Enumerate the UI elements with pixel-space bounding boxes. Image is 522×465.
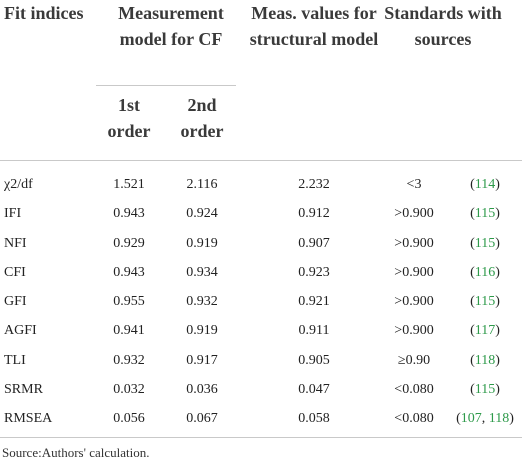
table-row: SRMR 0.032 0.036 0.047 <0.080 (115) (0, 375, 522, 404)
cell-first-order: 0.929 (113, 235, 145, 251)
cell-structural: 0.907 (298, 235, 330, 251)
cell-standard: <0.080 (394, 411, 434, 427)
cell-structural: 0.912 (298, 206, 330, 222)
table-row: RMSEA 0.056 0.067 0.058 <0.080 (107, 118) (0, 404, 522, 433)
cell-structural: 2.232 (298, 177, 330, 192)
cell-first-order: 0.941 (113, 323, 145, 339)
cell-fit-index: χ2/df (4, 177, 33, 192)
cell-structural: 0.923 (298, 264, 330, 280)
table-row: GFI 0.955 0.932 0.921 >0.900 (115) (0, 287, 522, 316)
reference-link[interactable]: 114 (474, 177, 496, 192)
cell-second-order: 0.919 (186, 323, 218, 339)
cell-fit-index: RMSEA (4, 411, 53, 427)
cell-source: (115) (470, 206, 500, 222)
cell-first-order: 0.932 (113, 352, 145, 368)
cell-source: (107, 118) (456, 411, 514, 427)
table-row: χ2/df 1.521 2.116 2.232 <3 (114) (0, 170, 522, 199)
cell-second-order: 0.067 (186, 411, 218, 427)
cell-source: (115) (470, 235, 500, 251)
cell-structural: 0.058 (298, 411, 330, 427)
reference-link[interactable]: 115 (474, 294, 496, 310)
reference-link[interactable]: 117 (474, 323, 496, 339)
cell-first-order: 0.032 (113, 382, 145, 398)
table-bottom-divider (0, 437, 522, 438)
subheader-divider (96, 85, 236, 86)
header-structural-model: Meas. values for structural model (249, 3, 379, 49)
cell-source: (115) (470, 294, 500, 310)
cell-second-order: 0.924 (186, 206, 218, 222)
reference-link[interactable]: 118 (474, 352, 496, 368)
cell-standard: >0.900 (394, 323, 434, 339)
cell-first-order: 1.521 (113, 177, 145, 192)
reference-link[interactable]: 118 (488, 411, 510, 427)
cell-source: (115) (470, 382, 500, 398)
reference-link[interactable]: 115 (474, 206, 496, 222)
header-first-order: 1st order (107, 95, 151, 141)
cell-standard: >0.900 (394, 294, 434, 310)
reference-link[interactable]: 107 (460, 411, 482, 427)
cell-fit-index: SRMR (4, 382, 43, 398)
reference-link[interactable]: 115 (474, 382, 496, 398)
cell-fit-index: NFI (4, 235, 27, 251)
table-body: χ2/df 1.521 2.116 2.232 <3 (114) IFI 0.943 0.924… (0, 170, 522, 434)
header-measurement-model: Measurement model for CF (118, 3, 224, 49)
cell-standard: <3 (406, 177, 422, 192)
cell-first-order: 0.056 (113, 411, 145, 427)
cell-source: (118) (470, 352, 500, 368)
cell-fit-index: AGFI (4, 323, 37, 339)
header-divider (0, 160, 522, 161)
table-row: IFI 0.943 0.924 0.912 >0.900 (115) (0, 199, 522, 228)
table-row: TLI 0.932 0.917 0.905 ≥0.90 (118) (0, 346, 522, 375)
cell-standard: <0.080 (394, 382, 434, 398)
cell-second-order: 0.917 (186, 352, 218, 368)
cell-structural: 0.921 (298, 294, 330, 310)
table-row: NFI 0.929 0.919 0.907 >0.900 (115) (0, 229, 522, 258)
cell-structural: 0.911 (298, 323, 330, 339)
cell-first-order: 0.955 (113, 294, 145, 310)
header-fit-indices: Fit indices (4, 3, 84, 23)
cell-fit-index: TLI (4, 352, 26, 368)
cell-second-order: 0.932 (186, 294, 218, 310)
table-row: CFI 0.943 0.934 0.923 >0.900 (116) (0, 258, 522, 287)
cell-first-order: 0.943 (113, 206, 145, 222)
reference-link[interactable]: 115 (474, 235, 496, 251)
cell-standard: >0.900 (394, 206, 434, 222)
cell-source: (117) (470, 323, 500, 339)
table-source-note: Source:Authors' calculation. (2, 445, 150, 460)
cell-second-order: 0.036 (186, 382, 218, 398)
cell-structural: 0.905 (298, 352, 330, 368)
cell-source: (114) (470, 177, 500, 192)
cell-standard: ≥0.90 (397, 352, 431, 368)
cell-source: (116) (470, 264, 500, 280)
cell-fit-index: IFI (4, 206, 22, 222)
table-row: AGFI 0.941 0.919 0.911 >0.900 (117) (0, 316, 522, 345)
cell-standard: >0.900 (394, 264, 434, 280)
header-standards: Standards with sources (384, 3, 502, 49)
cell-second-order: 0.919 (186, 235, 218, 251)
cell-second-order: 2.116 (186, 177, 218, 192)
cell-standard: >0.900 (394, 235, 434, 251)
cell-fit-index: CFI (4, 264, 26, 280)
header-second-order: 2nd order (180, 95, 224, 141)
cell-first-order: 0.943 (113, 264, 145, 280)
cell-fit-index: GFI (4, 294, 27, 310)
cell-structural: 0.047 (298, 382, 330, 398)
reference-link[interactable]: 116 (474, 264, 496, 280)
cell-second-order: 0.934 (186, 264, 218, 280)
